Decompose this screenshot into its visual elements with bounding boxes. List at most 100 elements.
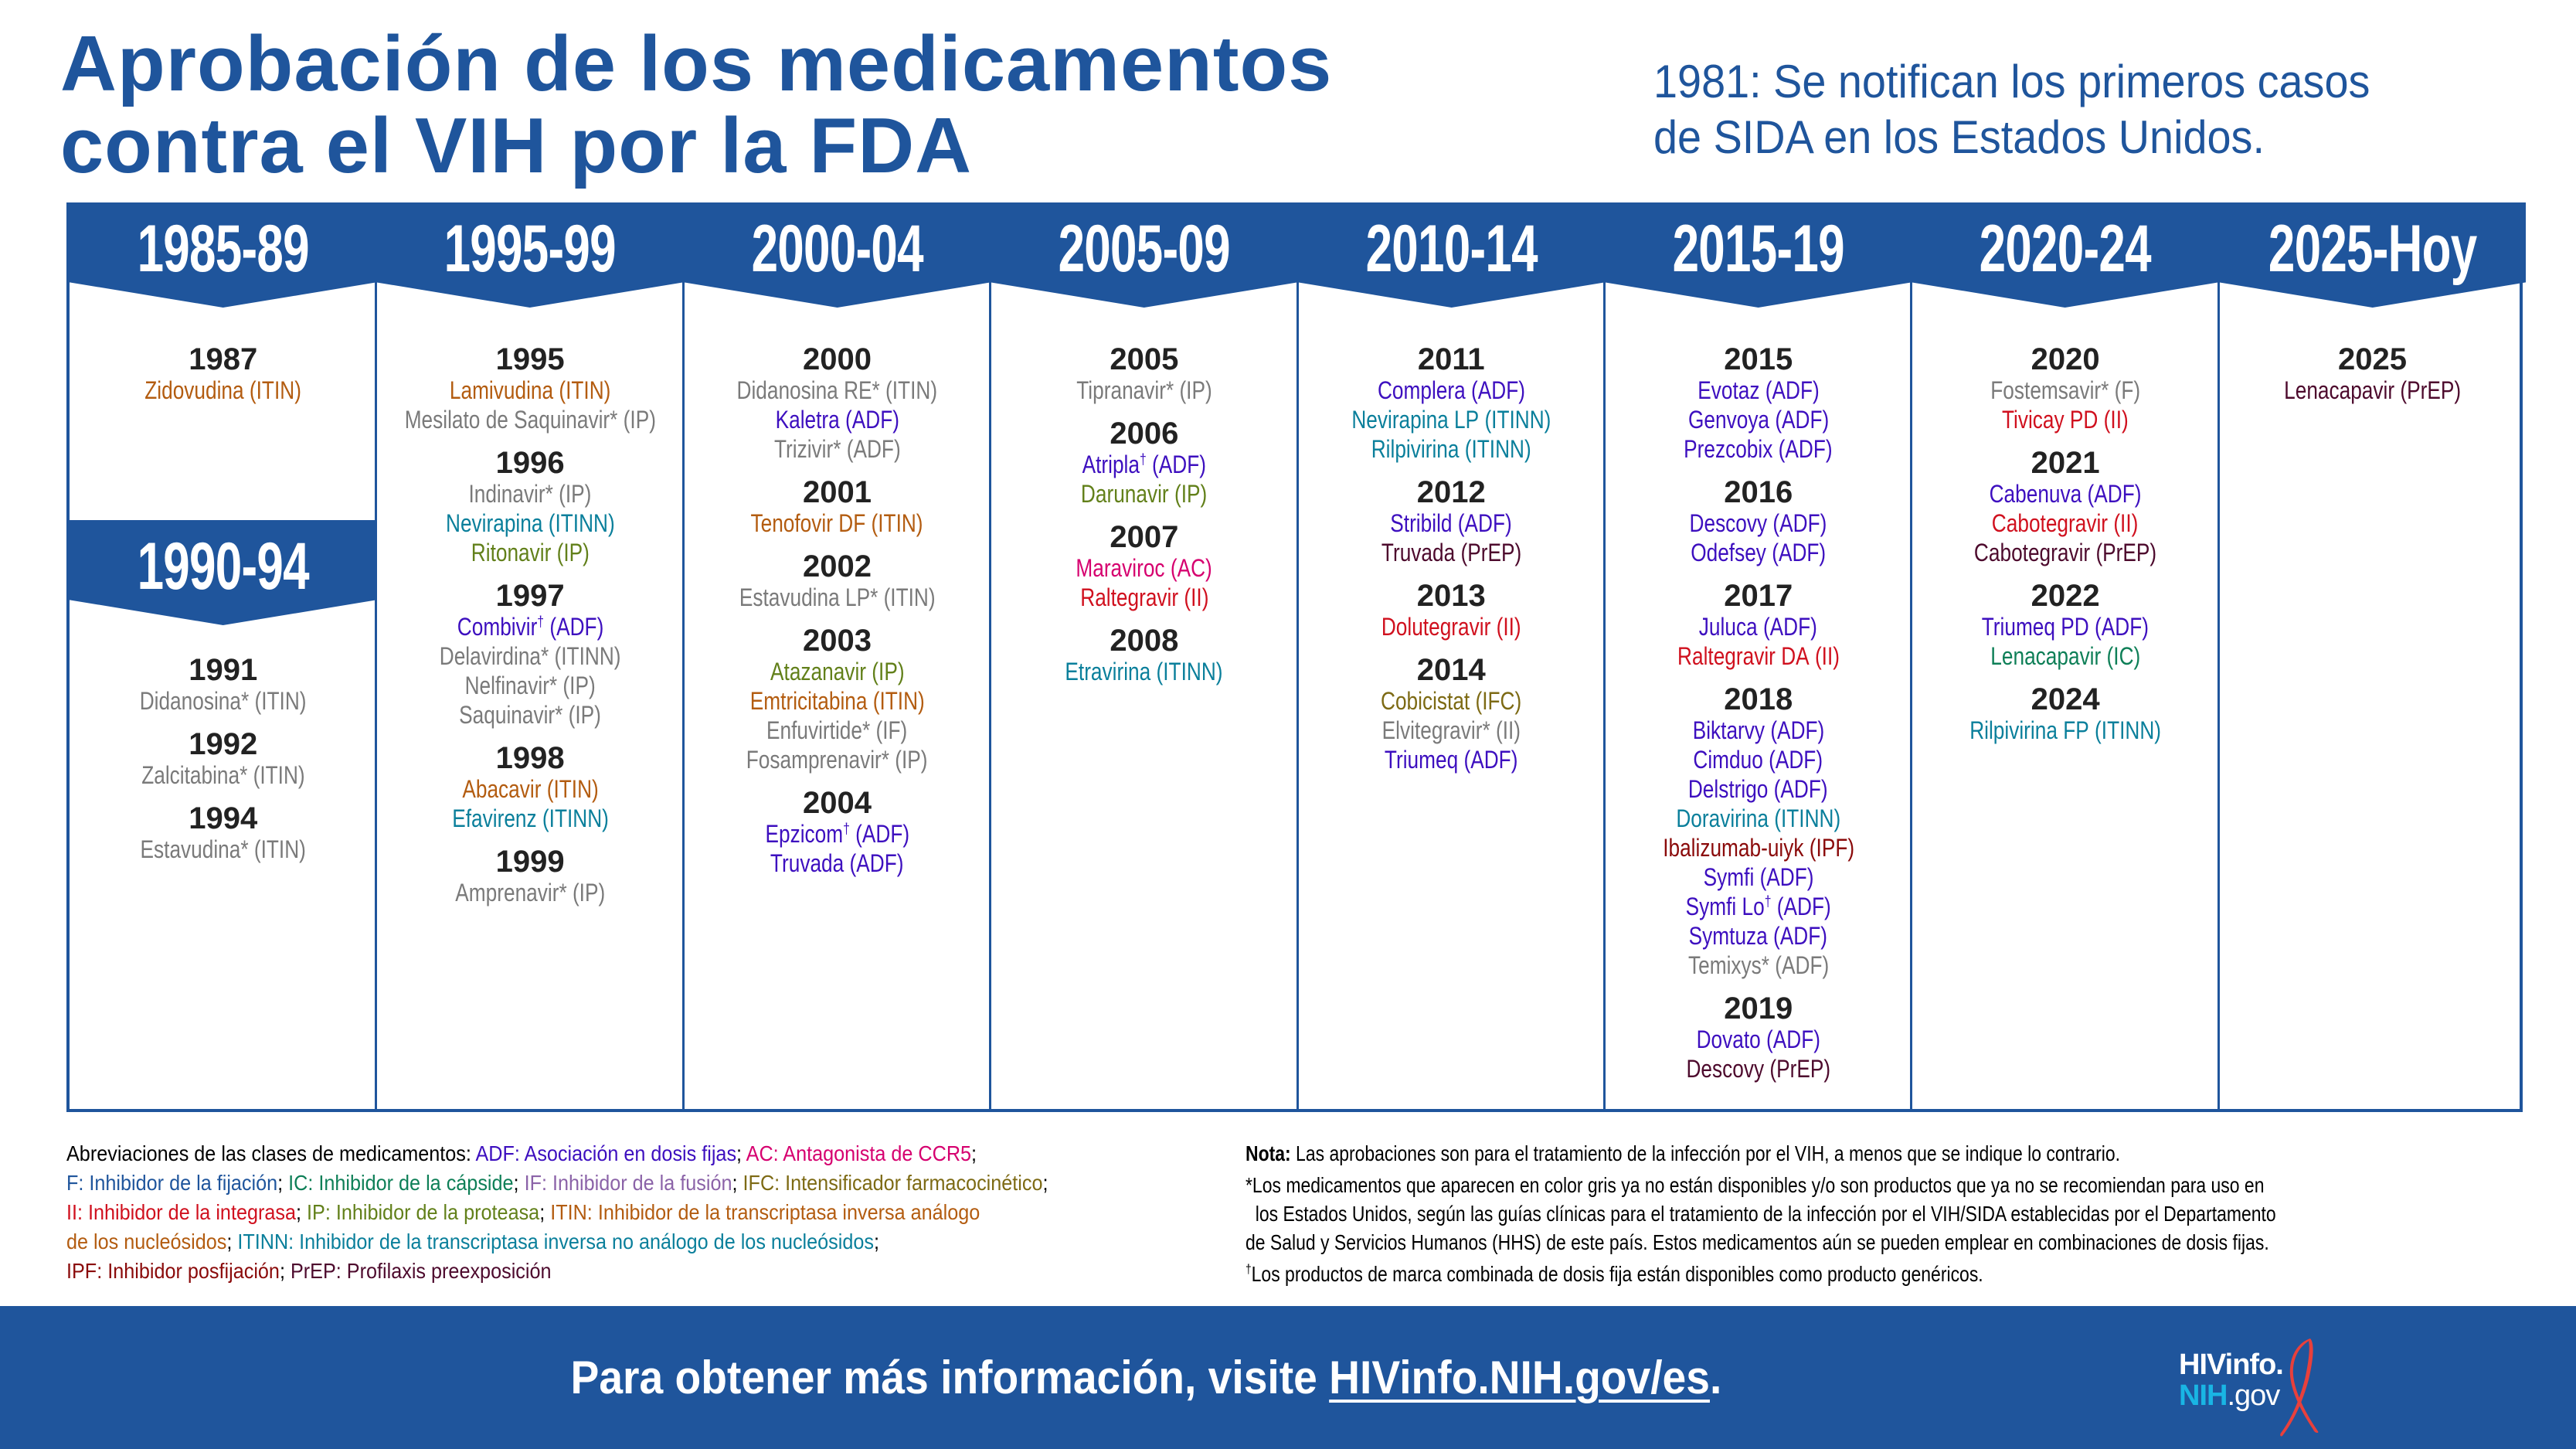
drug-class: (IC) (2101, 642, 2141, 670)
approval-year: 1996 (495, 446, 565, 480)
hivinfo-logo[interactable]: HIVinfo. NIH.gov (2163, 1329, 2333, 1437)
legend-separator: ; (539, 1200, 551, 1224)
legend-item: de los nucleósidos (66, 1230, 226, 1253)
drug-class: (ADF) (1771, 893, 1831, 920)
period-header: 2010-14 (1297, 202, 1605, 308)
legend-text: Asociación en dosis fijas (519, 1141, 737, 1165)
drug-name: Rilpivirina FP (1969, 716, 2089, 744)
period-approvals: 2005 Tipranavir* (IP) 2006 Atripla† (ADF) Da… (991, 343, 1297, 686)
drug-entry: Juluca (ADF) (1605, 612, 1912, 641)
drug-name: Tivicay PD (2002, 406, 2099, 434)
period-header: 2015-19 (1605, 202, 1912, 308)
period-approvals: 2011 Complera (ADF) Nevirapina LP (ITINN) R… (1298, 343, 1605, 774)
drug-class: (ITIN) (867, 687, 925, 715)
drug-class: (ADF) (844, 849, 904, 877)
approval-year: 2022 (2031, 579, 2100, 613)
drug-name: Dovato (1696, 1026, 1761, 1053)
drug-name: Combivir (457, 613, 537, 641)
drug-entry: Dolutegravir (II) (1298, 612, 1605, 641)
drug-entry: Descovy (PrEP) (1605, 1054, 1912, 1083)
drug-entry: Atripla† (ADF) (991, 450, 1297, 479)
logo-nih: NIH (2179, 1379, 2228, 1412)
drug-entry: Rilpivirina (ITINN) (1298, 434, 1605, 464)
period-header-label: 2025-Hoy (2268, 212, 2477, 286)
drug-entry: Estavudina* (ITIN) (70, 835, 376, 864)
drug-name: Abacavir (461, 775, 541, 803)
approval-year: 2024 (2031, 682, 2100, 716)
drug-name: Juluca (1699, 613, 1758, 641)
drug-entry: Cabenuva (ADF) (1912, 479, 2218, 509)
hivinfo-link[interactable]: HIVinfo.NIH.gov/es (1329, 1352, 1710, 1403)
approval-year: 2018 (1724, 682, 1793, 716)
drug-name: Indinavir* (468, 480, 553, 508)
drug-class-legend: Abreviaciones de las clases de medicamen… (66, 1139, 1137, 1286)
period-header: 2020-24 (1912, 202, 2219, 308)
note-label: Nota: (1246, 1141, 1291, 1165)
drug-entry: Saquinavir* (IP) (376, 700, 683, 730)
drug-class: (ADF) (839, 406, 899, 434)
logo-nih-gov-text: NIH.gov (2179, 1379, 2280, 1412)
page-title: Aprobación de los medicamentos contra el… (60, 23, 1528, 187)
period-approvals: 2015 Evotaz (ADF) Genvoya (ADF) Prezcobix (… (1605, 343, 1912, 1083)
legend-abbr: ADF: (475, 1141, 520, 1165)
dagger-note: †Los productos de marca combinada de dos… (1246, 1260, 2335, 1288)
drug-class: (ADF) (849, 820, 909, 848)
drug-class: (ADF) (1767, 509, 1827, 537)
period-column-2005-09: 2005-09 2005 Tipranavir* (IP) 2006 Atripla† … (991, 202, 1298, 1109)
aids-note-line-2: de SIDA en los Estados Unidos. (1653, 111, 2265, 163)
drug-class: (IP) (551, 539, 590, 566)
period-header: 1995-99 (376, 202, 684, 308)
approval-year: 1998 (495, 741, 565, 775)
drug-entry: Lamivudina (ITIN) (376, 376, 683, 405)
legend-abbr: PrEP: (290, 1259, 342, 1283)
drug-entry: Indinavir* (IP) (376, 479, 683, 509)
drug-class: (ITINN) (1768, 804, 1841, 832)
drug-class: (II) (1809, 642, 1840, 670)
drug-name: Triumeq (1385, 746, 1459, 774)
drug-entry: Cobicistat (IFC) (1298, 686, 1605, 716)
approval-year: 1987 (189, 342, 258, 376)
legend-separator: ; (226, 1230, 238, 1253)
drug-entry: Biktarvy (ADF) (1605, 716, 1912, 745)
column-divider (1603, 280, 1606, 1112)
drug-entry: Triumeq PD (ADF) (1912, 612, 2218, 641)
period-header-label: 2010-14 (1365, 212, 1538, 286)
drug-name: Biktarvy (1692, 716, 1765, 744)
drug-name: Estavudina* (140, 835, 249, 863)
legend-abbr: IC: (288, 1171, 314, 1195)
drug-entry: Symtuza (ADF) (1605, 921, 1912, 951)
drug-class: (F) (2109, 376, 2141, 404)
period-column-2015-19: 2015-19 2015 Evotaz (ADF) Genvoya (ADF) Prez… (1605, 202, 1912, 1109)
drug-class: (IP) (1168, 480, 1208, 508)
drug-entry: Lenacapavir (PrEP) (2219, 376, 2526, 405)
drug-name: Kaletra (775, 406, 840, 434)
period-column-1985-89: 1985-89 1987 Zidovudina (ITIN) (70, 202, 377, 1109)
period-header: 1985-89 (70, 202, 377, 308)
legend-abbr: IF: (524, 1171, 547, 1195)
drug-class: (ADF) (1760, 1026, 1820, 1053)
drug-entry: Trizivir* (ADF) (684, 434, 991, 464)
drug-class: (ADF) (1768, 775, 1829, 803)
drug-entry: Emtricitabina (ITIN) (684, 686, 991, 716)
period-header: 2005-09 (991, 202, 1298, 308)
approval-year: 2002 (803, 549, 872, 583)
legend-text: Inhibidor de la transcriptasa inversa an… (592, 1200, 980, 1224)
legend-item: II: Inhibidor de la integrasa (66, 1200, 296, 1224)
approval-year: 2021 (2031, 446, 2100, 480)
footer-message: Para obtener más información, visite HIV… (83, 1351, 2003, 1405)
approval-year: 2011 (1417, 342, 1485, 376)
drug-entry: Atazanavir (IP) (684, 657, 991, 686)
drug-class: (IF) (870, 716, 908, 744)
drug-entry: Descovy (ADF) (1605, 509, 1912, 538)
drug-entry: Cabotegravir (PrEP) (1912, 538, 2218, 567)
period-approvals: 2025 Lenacapavir (PrEP) (2219, 343, 2526, 405)
drug-name: Ibalizumab-uiyk (1662, 834, 1804, 862)
drug-class: (II) (1178, 583, 1208, 611)
legend-item: IP: Inhibidor de la proteasa (307, 1200, 539, 1224)
column-divider (989, 280, 992, 1112)
note-line: Nota: Las aprobaciones son para el trata… (1246, 1139, 2335, 1168)
legend-text: Antagonista de CCR5 (778, 1141, 972, 1165)
drug-class: (PrEP) (2090, 539, 2157, 566)
approval-year: 2007 (1110, 520, 1179, 554)
drug-entry: Efavirenz (ITINN) (376, 804, 683, 833)
